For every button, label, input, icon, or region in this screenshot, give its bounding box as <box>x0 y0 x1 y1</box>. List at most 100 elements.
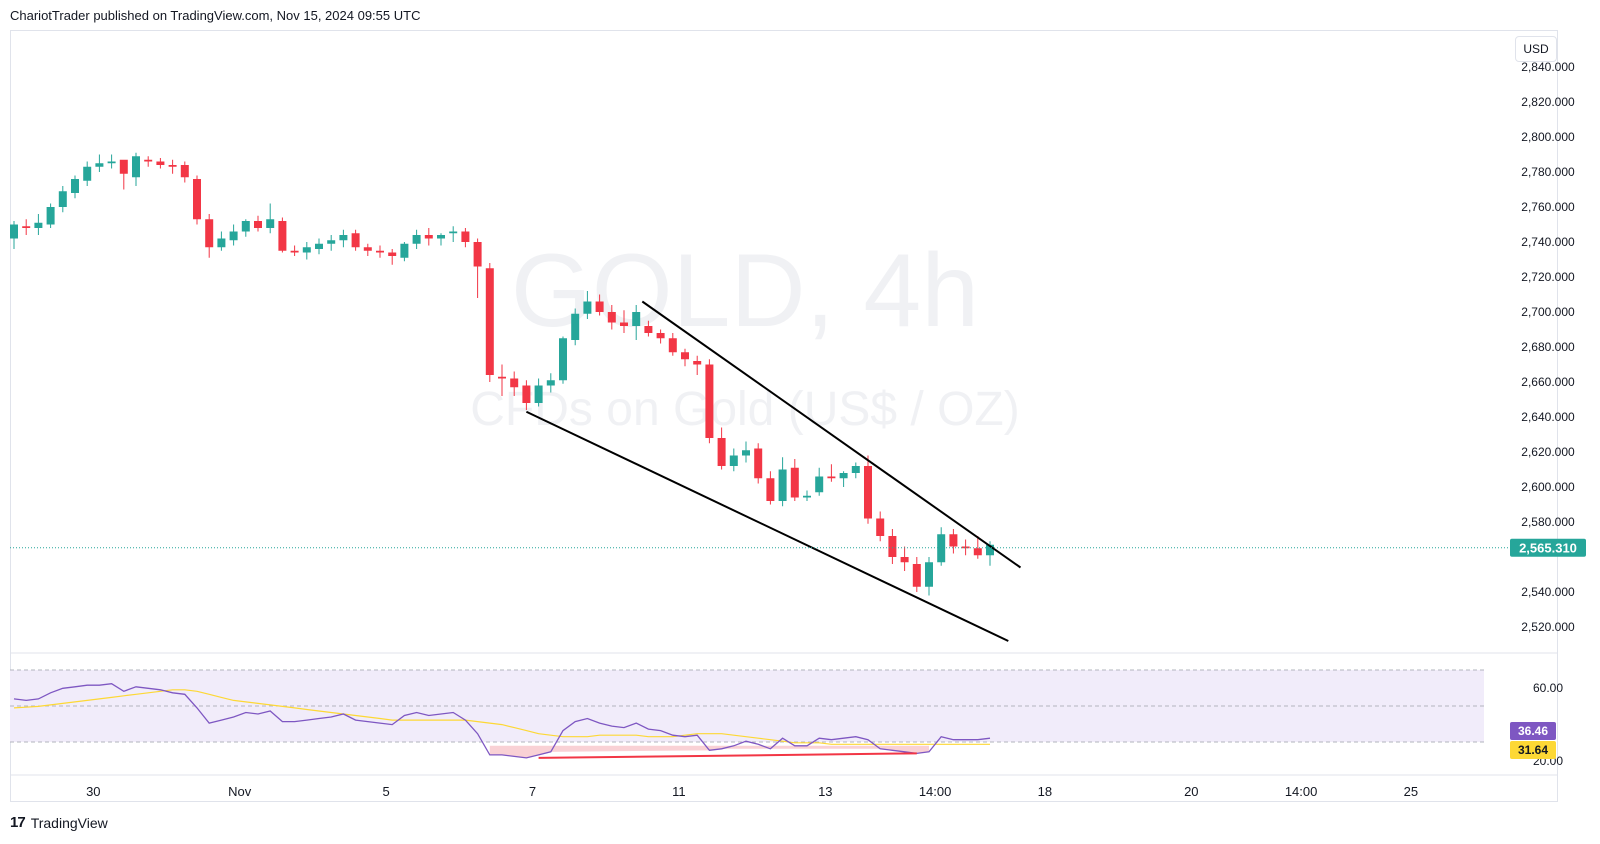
candle-body <box>949 534 958 547</box>
candle-body <box>729 455 738 466</box>
candle-body <box>266 219 275 228</box>
candle-body <box>754 448 763 479</box>
candle-body <box>864 466 872 519</box>
chart-frame <box>10 30 1558 802</box>
rsi-value-label: 36.46 <box>1518 724 1548 738</box>
candle-body <box>534 385 543 403</box>
candle-body <box>973 548 982 556</box>
candle-body <box>620 322 628 326</box>
candle-body <box>851 466 860 473</box>
candle-body <box>900 557 909 563</box>
time-tick-label: Nov <box>228 784 252 799</box>
candle-body <box>107 161 116 164</box>
candle-body <box>58 191 67 207</box>
time-tick-label: 7 <box>529 784 536 799</box>
candle-body <box>315 243 323 249</box>
candle-body <box>132 156 140 178</box>
price-tick-label: 2,660.000 <box>1521 375 1575 389</box>
candle-body <box>254 221 262 228</box>
candle-body <box>290 250 299 253</box>
price-tick-label: 2,780.000 <box>1521 165 1575 179</box>
candle-body <box>498 376 506 379</box>
candle-body <box>168 165 177 167</box>
candle-body <box>473 242 482 267</box>
candle-body <box>876 518 885 536</box>
candle-body <box>461 231 470 242</box>
candle-body <box>681 352 689 360</box>
price-tick-label: 2,760.000 <box>1521 200 1575 214</box>
price-tick-label: 2,700.000 <box>1521 305 1575 319</box>
candle-body <box>632 312 641 326</box>
candle-body <box>790 467 799 498</box>
time-tick-label: 5 <box>382 784 389 799</box>
candle-body <box>119 159 128 174</box>
brand-name: TradingView <box>30 814 108 831</box>
candle-body <box>437 235 445 239</box>
currency-selector[interactable]: USD <box>1515 36 1557 62</box>
candle-body <box>644 326 653 333</box>
candle-body <box>705 364 714 438</box>
candle-body <box>693 361 702 365</box>
price-tick-label: 2,720.000 <box>1521 270 1575 284</box>
trendline-wedge-lower[interactable] <box>525 410 1009 642</box>
price-tick-label: 2,740.000 <box>1521 235 1575 249</box>
candle-body <box>803 495 811 498</box>
candle-body <box>656 333 665 339</box>
footer: 17 TradingView <box>10 814 108 831</box>
candle-body <box>815 476 824 493</box>
candle-body <box>205 219 214 248</box>
candle-body <box>522 385 531 403</box>
candle-body <box>95 163 104 167</box>
candle-body <box>302 247 311 253</box>
candle-body <box>546 380 555 386</box>
price-tick-label: 2,520.000 <box>1521 620 1575 634</box>
candle-body <box>986 544 994 556</box>
time-tick-label: 25 <box>1404 784 1418 799</box>
price-tick-label: 2,620.000 <box>1521 445 1575 459</box>
rsi-ma-value-label: 31.64 <box>1518 743 1548 757</box>
time-tick-label: 20 <box>1184 784 1198 799</box>
candle-body <box>449 231 458 234</box>
time-tick-label: 14:00 <box>1285 784 1318 799</box>
candle-body <box>388 252 397 256</box>
time-axis[interactable]: 30 Nov 5 7 11 13 14:00 18 20 14:00 25 <box>86 784 1418 799</box>
rsi-tick-60: 60.00 <box>1533 681 1563 695</box>
candle-body <box>363 247 372 251</box>
candle-body <box>559 338 567 381</box>
candle-body <box>668 338 677 353</box>
candle-body <box>766 478 775 501</box>
candle-body <box>46 207 55 225</box>
candle-body <box>144 159 153 162</box>
candle-body <box>71 179 79 193</box>
current-price-badge <box>1510 538 1586 557</box>
candle-body <box>34 222 43 228</box>
candle-body <box>571 313 580 340</box>
candle-body <box>583 301 592 314</box>
candle-body <box>912 564 921 587</box>
price-tick-label: 2,800.000 <box>1521 130 1575 144</box>
current-price-label: 2,565.310 <box>1519 541 1577 556</box>
trendline-wedge-upper[interactable] <box>641 300 1022 569</box>
candle-body <box>595 301 604 312</box>
drawings-layer[interactable] <box>525 300 1022 759</box>
candle-body <box>241 221 250 232</box>
candle-body <box>339 235 348 241</box>
candle-body <box>937 534 946 563</box>
candle-body <box>778 469 787 501</box>
rsi-ma-line <box>13 689 990 745</box>
candle-body <box>742 450 750 456</box>
candle-body <box>22 226 31 228</box>
candle-body <box>351 233 360 248</box>
watermark-description: CFDs on Gold (US$ / OZ) <box>470 383 1019 436</box>
price-axis[interactable]: 2,840.000 2,820.000 2,800.000 2,780.000 2,76… <box>1521 60 1575 634</box>
candle-body <box>278 221 287 251</box>
price-tick-label: 2,540.000 <box>1521 585 1575 599</box>
candle-body <box>485 268 494 375</box>
rsi-line <box>13 683 991 759</box>
rsi-bullish-divergence-line[interactable] <box>538 752 917 759</box>
candle-body <box>156 161 165 165</box>
price-tick-label: 2,680.000 <box>1521 340 1575 354</box>
candle-body <box>376 250 384 253</box>
candle-body <box>839 473 848 479</box>
